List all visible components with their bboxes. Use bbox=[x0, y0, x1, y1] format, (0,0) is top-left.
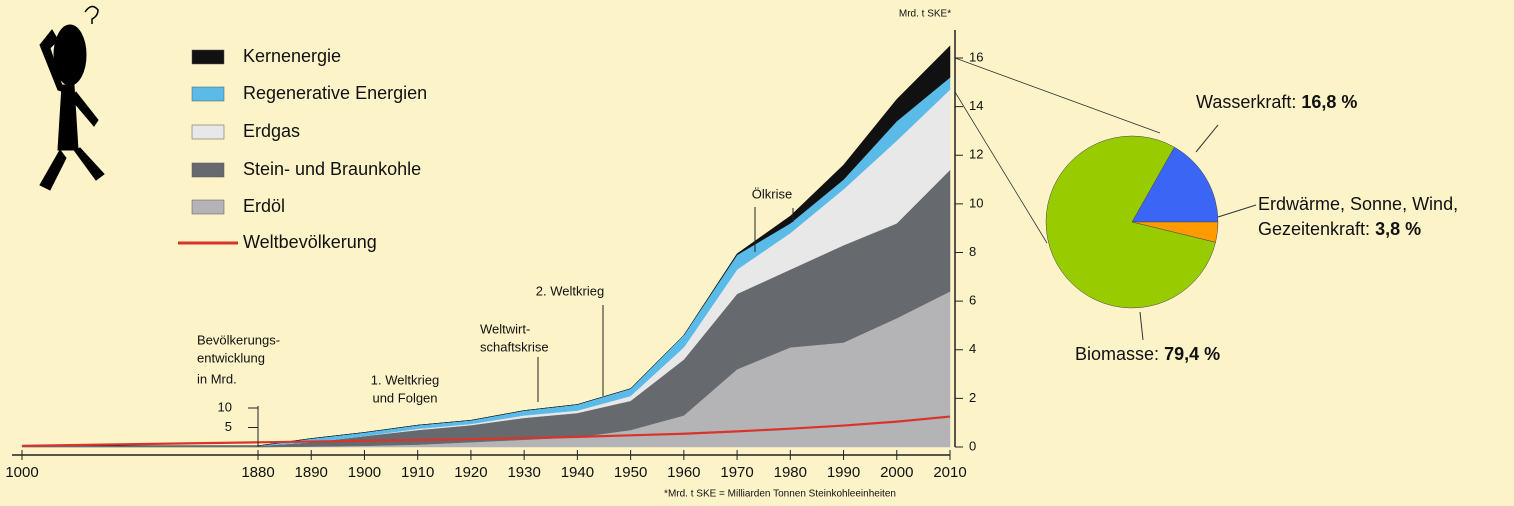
legend-label: Erdöl bbox=[243, 196, 285, 216]
annotation: 2. Weltkrieg bbox=[536, 283, 604, 298]
x-tick-label: 1970 bbox=[720, 464, 753, 481]
pie-label: Wasserkraft: 16,8 % bbox=[1196, 92, 1357, 112]
y2-tick-label: 5 bbox=[225, 419, 232, 434]
pie-category: Biomasse: bbox=[1075, 344, 1159, 364]
y-tick-label: 10 bbox=[969, 195, 983, 210]
x-tick-label: 1950 bbox=[614, 464, 647, 481]
pie-category: Erdwärme, Sonne, Wind, bbox=[1258, 194, 1458, 214]
annotation: Weltwirt- bbox=[480, 321, 530, 336]
x-tick-label: 1910 bbox=[401, 464, 434, 481]
pie-value-label: 3,8 % bbox=[1375, 219, 1421, 239]
thinking-figure bbox=[39, 5, 105, 191]
pie-category: Wasserkraft: bbox=[1196, 92, 1296, 112]
question-mark bbox=[84, 5, 99, 24]
figure-legs bbox=[39, 147, 105, 191]
pie-leader bbox=[1217, 204, 1257, 218]
x-tick-label: 2000 bbox=[880, 464, 913, 481]
y-tick-label: 14 bbox=[969, 98, 983, 113]
x-tick-label: 1000 bbox=[5, 464, 38, 481]
legend-marker bbox=[191, 199, 225, 215]
zoom-line bbox=[954, 91, 1048, 244]
y-tick-label: 6 bbox=[969, 293, 976, 308]
pie-category: Gezeitenkraft: bbox=[1258, 219, 1370, 239]
pie-value-label: 79,4 % bbox=[1164, 344, 1220, 364]
annotation: 1. Weltkrieg bbox=[371, 372, 439, 387]
pie-leader bbox=[1139, 311, 1144, 341]
y-tick-label: 8 bbox=[969, 244, 976, 259]
legend-item: Stein- und Braunkohle bbox=[191, 159, 421, 179]
legend-item: Erdgas bbox=[191, 121, 300, 141]
pie-slice bbox=[1131, 146, 1219, 223]
legend-label: Stein- und Braunkohle bbox=[243, 159, 421, 179]
legend-label: Regenerative Energien bbox=[243, 83, 427, 103]
y-axis-label: Mrd. t SKE* bbox=[899, 9, 951, 20]
footnote: *Mrd. t SKE = Milliarden Tonnen Steinkoh… bbox=[664, 489, 896, 500]
legend-item: Regenerative Energien bbox=[191, 83, 427, 103]
x-tick-label: 2010 bbox=[933, 464, 966, 481]
area bbox=[22, 45, 951, 447]
legend-item: Kernenergie bbox=[191, 46, 341, 66]
x-tick-label: 1980 bbox=[774, 464, 807, 481]
legend-marker bbox=[191, 162, 225, 178]
x-tick-label: 1990 bbox=[827, 464, 860, 481]
x-tick-label: 1890 bbox=[295, 464, 328, 481]
figure-arms bbox=[39, 29, 99, 127]
y2-axis-label: entwicklung bbox=[197, 350, 265, 365]
x-tick-label: 1900 bbox=[348, 464, 381, 481]
x-tick-label: 1930 bbox=[507, 464, 540, 481]
legend-marker bbox=[191, 49, 225, 65]
legend-label: Weltbevölkerung bbox=[243, 232, 377, 252]
annotation: schaftskrise bbox=[480, 339, 549, 354]
x-tick-label: 1960 bbox=[667, 464, 700, 481]
population-line bbox=[21, 415, 951, 447]
y-tick-label: 12 bbox=[969, 147, 983, 162]
annotation: und Folgen bbox=[372, 390, 437, 405]
legend-item: Erdöl bbox=[191, 196, 285, 216]
legend-label: Kernenergie bbox=[243, 46, 341, 66]
pie-value-label: 16,8 % bbox=[1301, 92, 1357, 112]
y2-axis-label: Bevölkerungs- bbox=[197, 332, 280, 347]
pie-label: Erdwärme, Sonne, Wind, bbox=[1258, 194, 1458, 214]
y-tick-label: 4 bbox=[969, 341, 976, 356]
pie-label: Biomasse: 79,4 % bbox=[1075, 344, 1220, 364]
pie-leader bbox=[1195, 124, 1219, 153]
legend-marker bbox=[191, 86, 225, 102]
y-tick-label: 2 bbox=[969, 390, 976, 405]
pie-slice bbox=[1045, 135, 1216, 309]
y2-tick-label: 10 bbox=[218, 399, 232, 414]
x-tick-label: 1940 bbox=[561, 464, 594, 481]
annotation: Ölkrise bbox=[752, 186, 792, 201]
y2-axis-label: in Mrd. bbox=[197, 371, 237, 386]
x-tick-label: 1920 bbox=[454, 464, 487, 481]
legend-label: Erdgas bbox=[243, 121, 300, 141]
y-tick-label: 0 bbox=[969, 438, 976, 453]
legend-marker bbox=[191, 124, 225, 140]
zoom-line bbox=[954, 57, 1161, 134]
legend-item: Weltbevölkerung bbox=[178, 232, 377, 252]
y-tick-label: 16 bbox=[969, 49, 983, 64]
pie-label: Gezeitenkraft: 3,8 % bbox=[1258, 219, 1421, 239]
x-tick-label: 1880 bbox=[241, 464, 274, 481]
